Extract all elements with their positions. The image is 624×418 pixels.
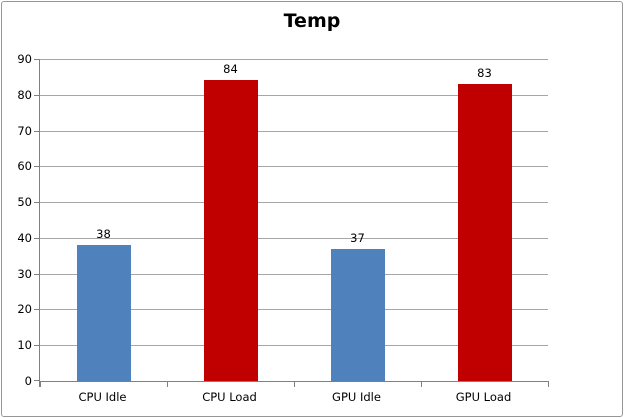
y-axis-tick-label: 50 [17, 195, 32, 210]
gridline [40, 237, 548, 239]
y-axis-tick [34, 273, 39, 275]
y-axis-tick [34, 237, 39, 239]
x-axis-tick [548, 381, 549, 387]
gridline [40, 309, 548, 311]
gridline [40, 202, 548, 204]
x-axis-category-label: GPU Idle [332, 390, 381, 404]
bar-value-label: 37 [350, 230, 365, 245]
x-axis-line [39, 381, 548, 382]
y-axis-tick [34, 202, 39, 204]
y-axis-tick [34, 59, 39, 60]
x-axis-tick [421, 381, 422, 387]
x-axis-category-label: CPU Idle [78, 390, 127, 404]
gridline [40, 273, 548, 275]
y-axis-tick-label: 20 [17, 302, 32, 317]
gridline [40, 345, 548, 347]
y-axis-tick [34, 380, 39, 381]
gridline [40, 166, 548, 168]
x-axis-tick [40, 381, 41, 387]
y-axis-tick-label: 90 [17, 52, 32, 66]
y-axis-tick [34, 94, 39, 96]
y-axis-line [39, 59, 40, 387]
bar-gpu-idle[interactable] [330, 248, 385, 381]
y-axis-tick [34, 309, 39, 311]
y-axis-tick [34, 345, 39, 347]
y-axis-tick-label: 80 [17, 87, 32, 102]
y-axis-tick-label: 60 [17, 159, 32, 174]
gridline [40, 59, 548, 60]
gridline [40, 130, 548, 132]
x-axis-tick [167, 381, 168, 387]
bar-cpu-load[interactable] [203, 80, 258, 381]
bar-value-label: 83 [477, 66, 492, 81]
gridline [40, 94, 548, 96]
chart-title: Temp [283, 10, 341, 32]
bar-cpu-idle[interactable] [76, 245, 131, 381]
y-axis-tick-label: 30 [17, 266, 32, 281]
bar-gpu-load[interactable] [457, 84, 512, 381]
x-axis-tick [294, 381, 295, 387]
y-axis-tick-label: 0 [24, 374, 32, 388]
y-axis-tick-label: 40 [17, 230, 32, 245]
plot-area: 38 84 37 83 [34, 59, 549, 387]
y-axis-tick [34, 130, 39, 132]
y-axis-tick [34, 166, 39, 168]
y-axis-tick-label: 70 [17, 123, 32, 138]
x-axis-category-label: GPU Load [455, 390, 512, 404]
y-axis-tick-label: 10 [17, 338, 32, 353]
bar-value-label: 38 [96, 227, 111, 242]
bar-value-label: 84 [223, 62, 238, 77]
x-axis-category-label: CPU Load [202, 390, 257, 404]
